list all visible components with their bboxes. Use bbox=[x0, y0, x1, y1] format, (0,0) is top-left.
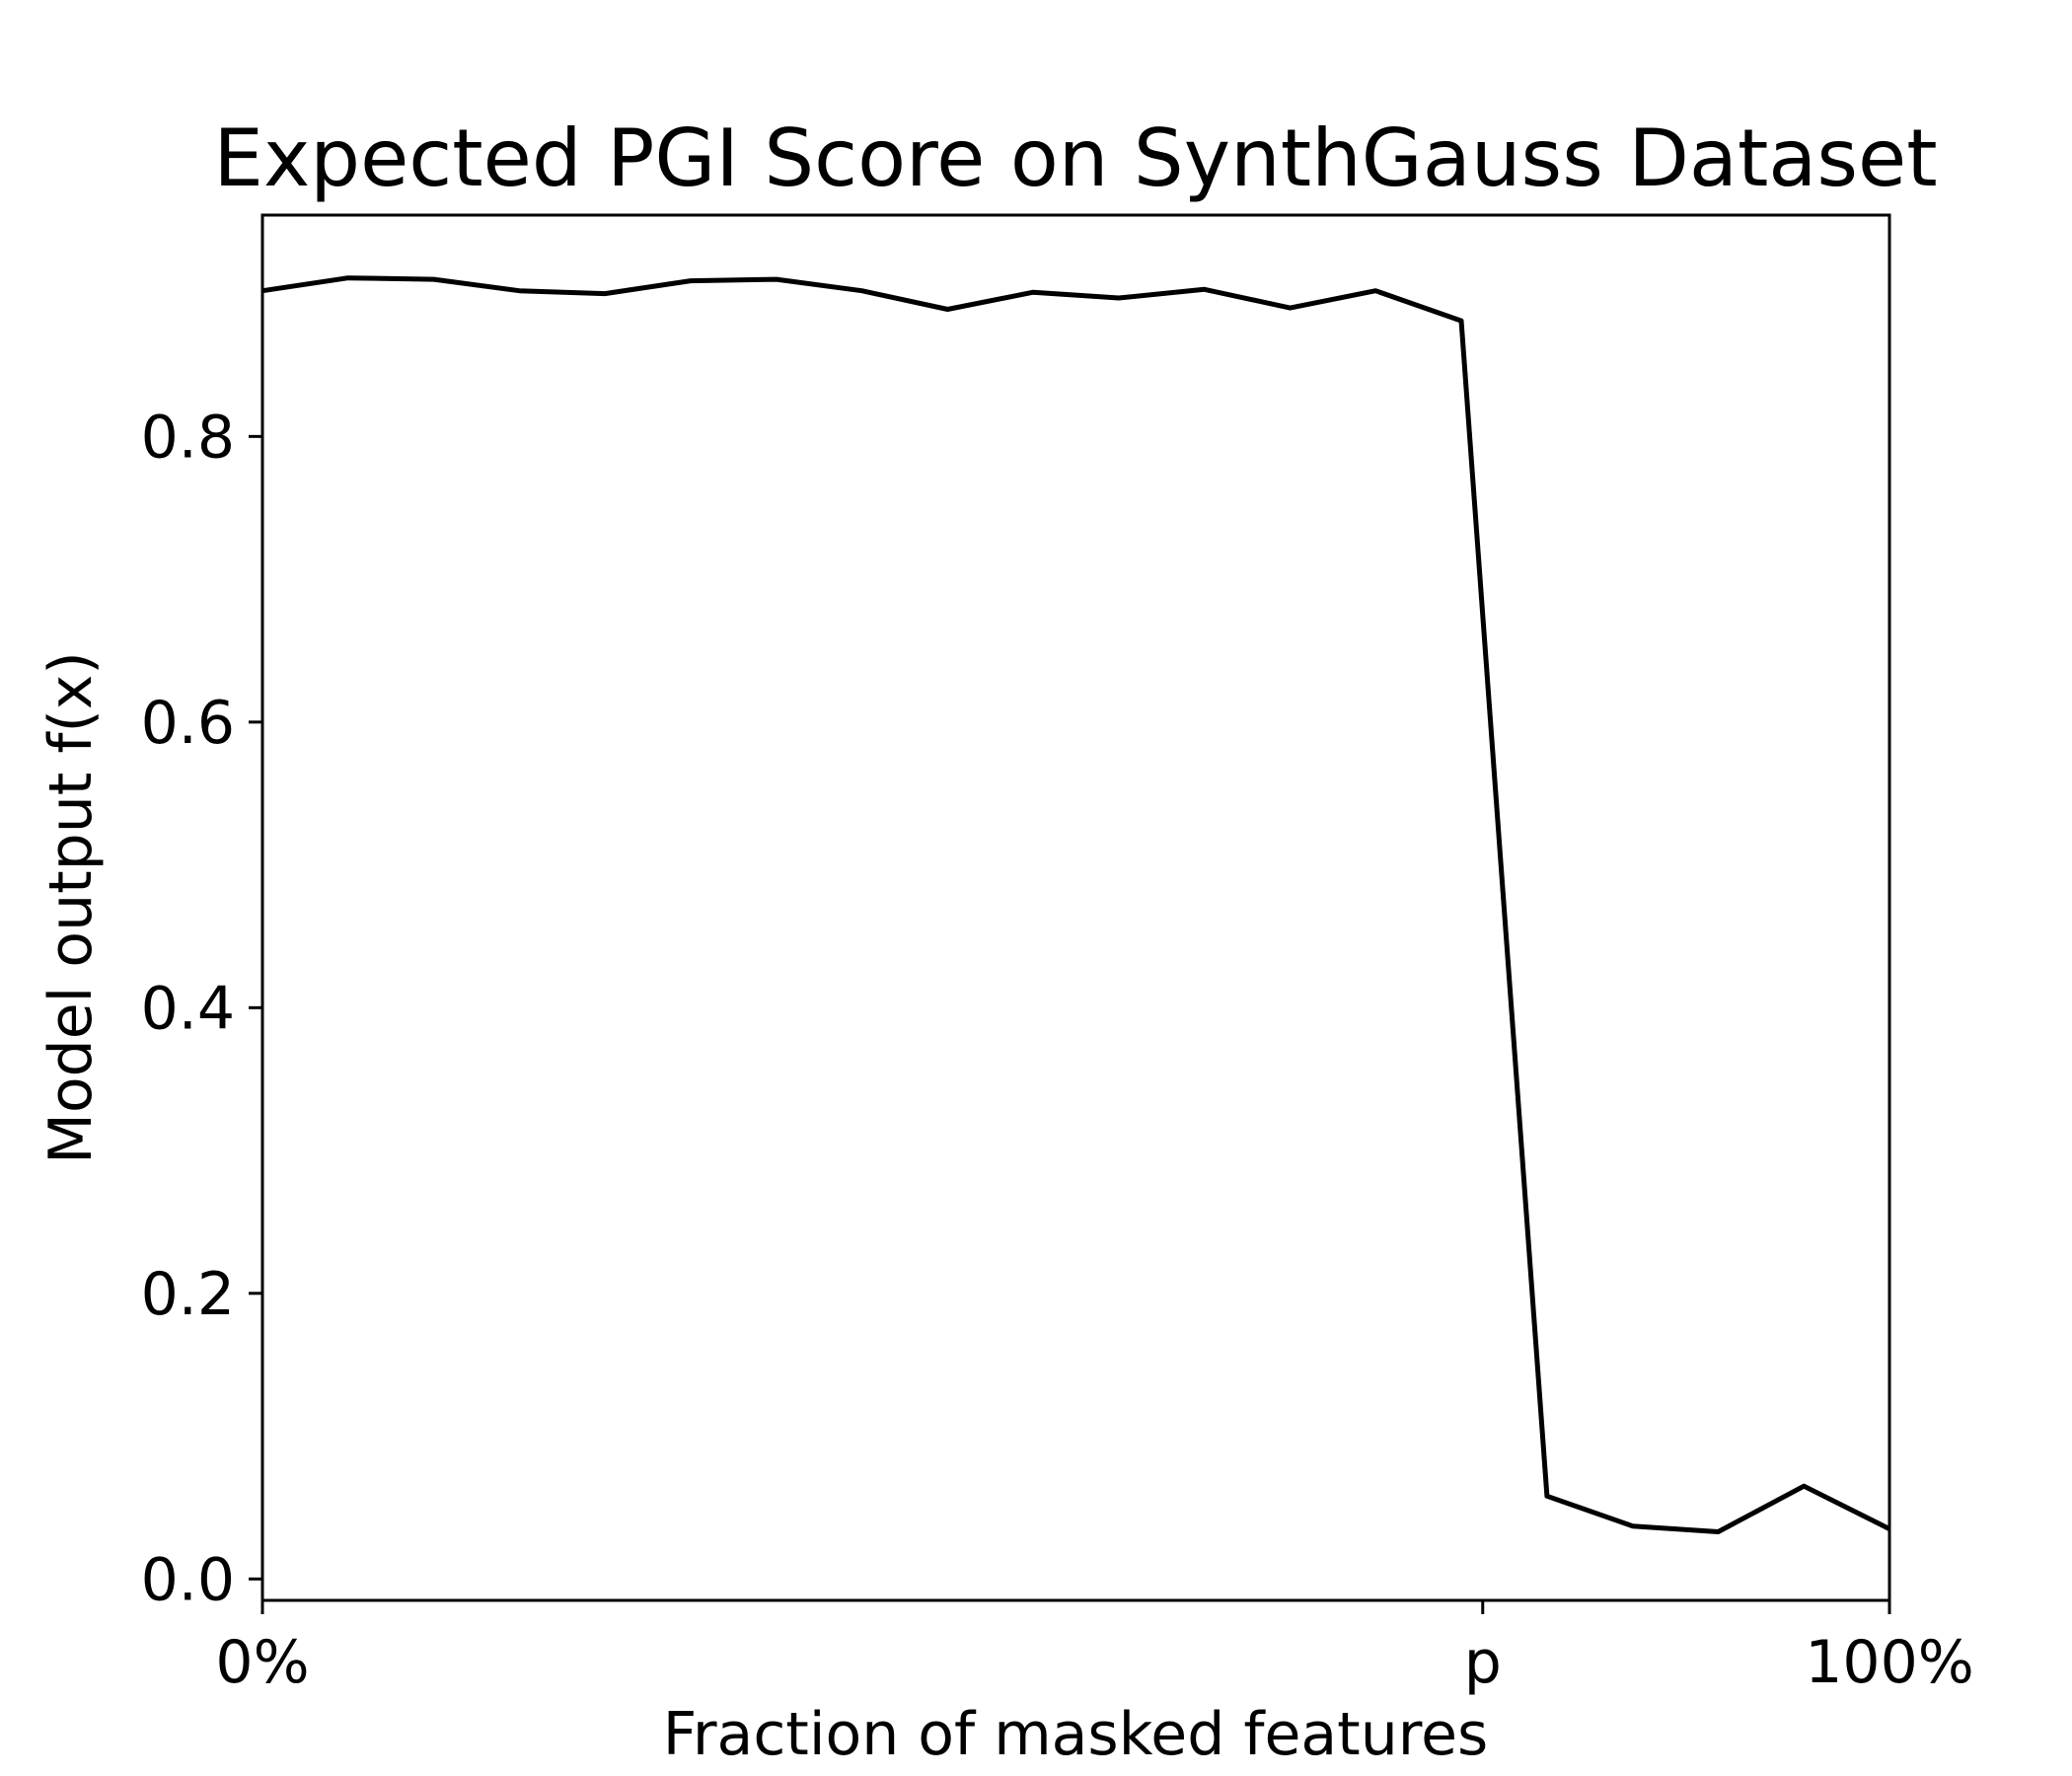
x-tick-label: p bbox=[1464, 1628, 1502, 1697]
y-tick-label: 0.6 bbox=[141, 689, 235, 758]
x-axis-label: Fraction of masked features bbox=[663, 1700, 1489, 1769]
chart-title: Expected PGI Score on SynthGauss Dataset bbox=[213, 112, 1937, 204]
y-tick-label: 0.4 bbox=[141, 974, 235, 1043]
y-tick-label: 0.0 bbox=[141, 1545, 235, 1614]
x-tick-label: 100% bbox=[1805, 1628, 1974, 1697]
y-axis-label: Model output f(x) bbox=[37, 651, 106, 1164]
y-tick-label: 0.2 bbox=[141, 1260, 235, 1329]
series-line-0 bbox=[261, 275, 1891, 1534]
x-axis: 0% p 100% bbox=[215, 1600, 1974, 1697]
y-tick-label: 0.8 bbox=[141, 403, 235, 472]
x-tick-label: 0% bbox=[215, 1628, 309, 1697]
y-axis: 0.0 0.2 0.4 0.6 0.8 bbox=[141, 403, 262, 1614]
plot-frame bbox=[260, 213, 1891, 1602]
plot-area bbox=[260, 213, 1891, 1602]
